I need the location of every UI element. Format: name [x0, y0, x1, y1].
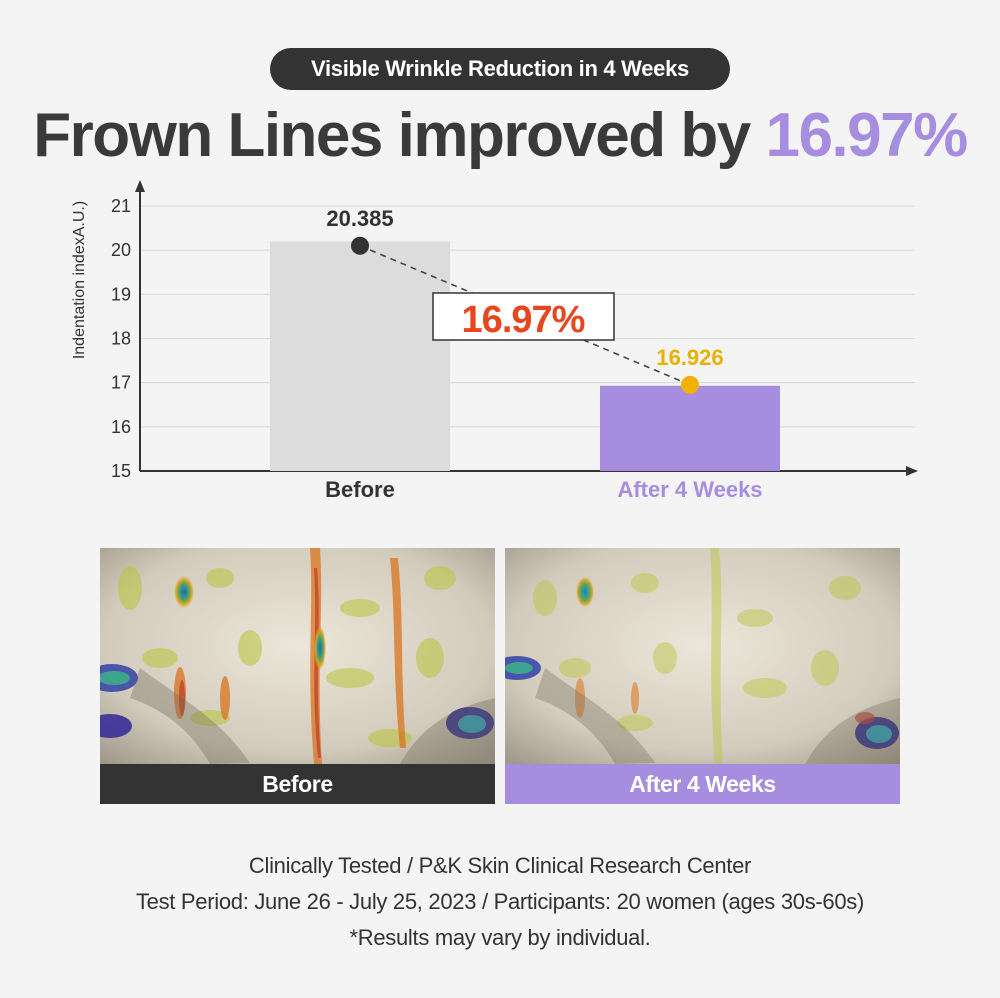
page-title-value: 16.97%	[765, 101, 968, 170]
headline-badge: Visible Wrinkle Reduction in 4 Weeks	[270, 48, 730, 90]
y-axis-label: Indentation indexA.U.)	[71, 201, 88, 359]
data-point	[681, 375, 699, 394]
data-point	[351, 236, 369, 255]
x-tick-label: After 4 Weeks	[617, 477, 762, 502]
after-skin-image	[505, 548, 900, 764]
y-tick-label: 19	[111, 284, 131, 304]
bar-chart: 15 16 17 18 19 20 21 Indentation indexA.U.) 20.3…	[71, 180, 918, 502]
y-tick-label: 21	[111, 196, 131, 216]
footer-line-2: Test Period: June 26 - July 25, 2023 / P…	[135, 889, 865, 914]
y-tick-label: 16	[111, 417, 131, 437]
y-tick-label: 17	[111, 373, 131, 393]
y-tick-label: 20	[111, 240, 131, 260]
after-image-label: After 4 Weeks	[505, 764, 900, 804]
annotation-box	[432, 292, 615, 341]
page-title: Frown Lines improved by 16.97%	[0, 96, 1000, 176]
page-title-text: Frown Lines improved by	[33, 101, 766, 170]
before-image-label: Before	[100, 764, 495, 804]
footer-line-3: *Results may vary by individual.	[349, 925, 651, 950]
bar	[600, 385, 780, 471]
x-axis-arrow	[906, 466, 918, 476]
x-tick-label: Before	[325, 477, 395, 502]
bar	[270, 241, 450, 471]
before-skin-image	[100, 548, 495, 764]
y-tick-label: 15	[111, 461, 131, 481]
footer-line-1: Clinically Tested / P&K Skin Clinical Re…	[248, 853, 752, 878]
annotation-label: 16.97%	[462, 299, 585, 341]
y-axis-arrow	[135, 180, 145, 192]
data-label: 20.385	[326, 206, 393, 231]
y-tick-label: 18	[111, 329, 131, 349]
data-label: 16.926	[656, 345, 723, 370]
